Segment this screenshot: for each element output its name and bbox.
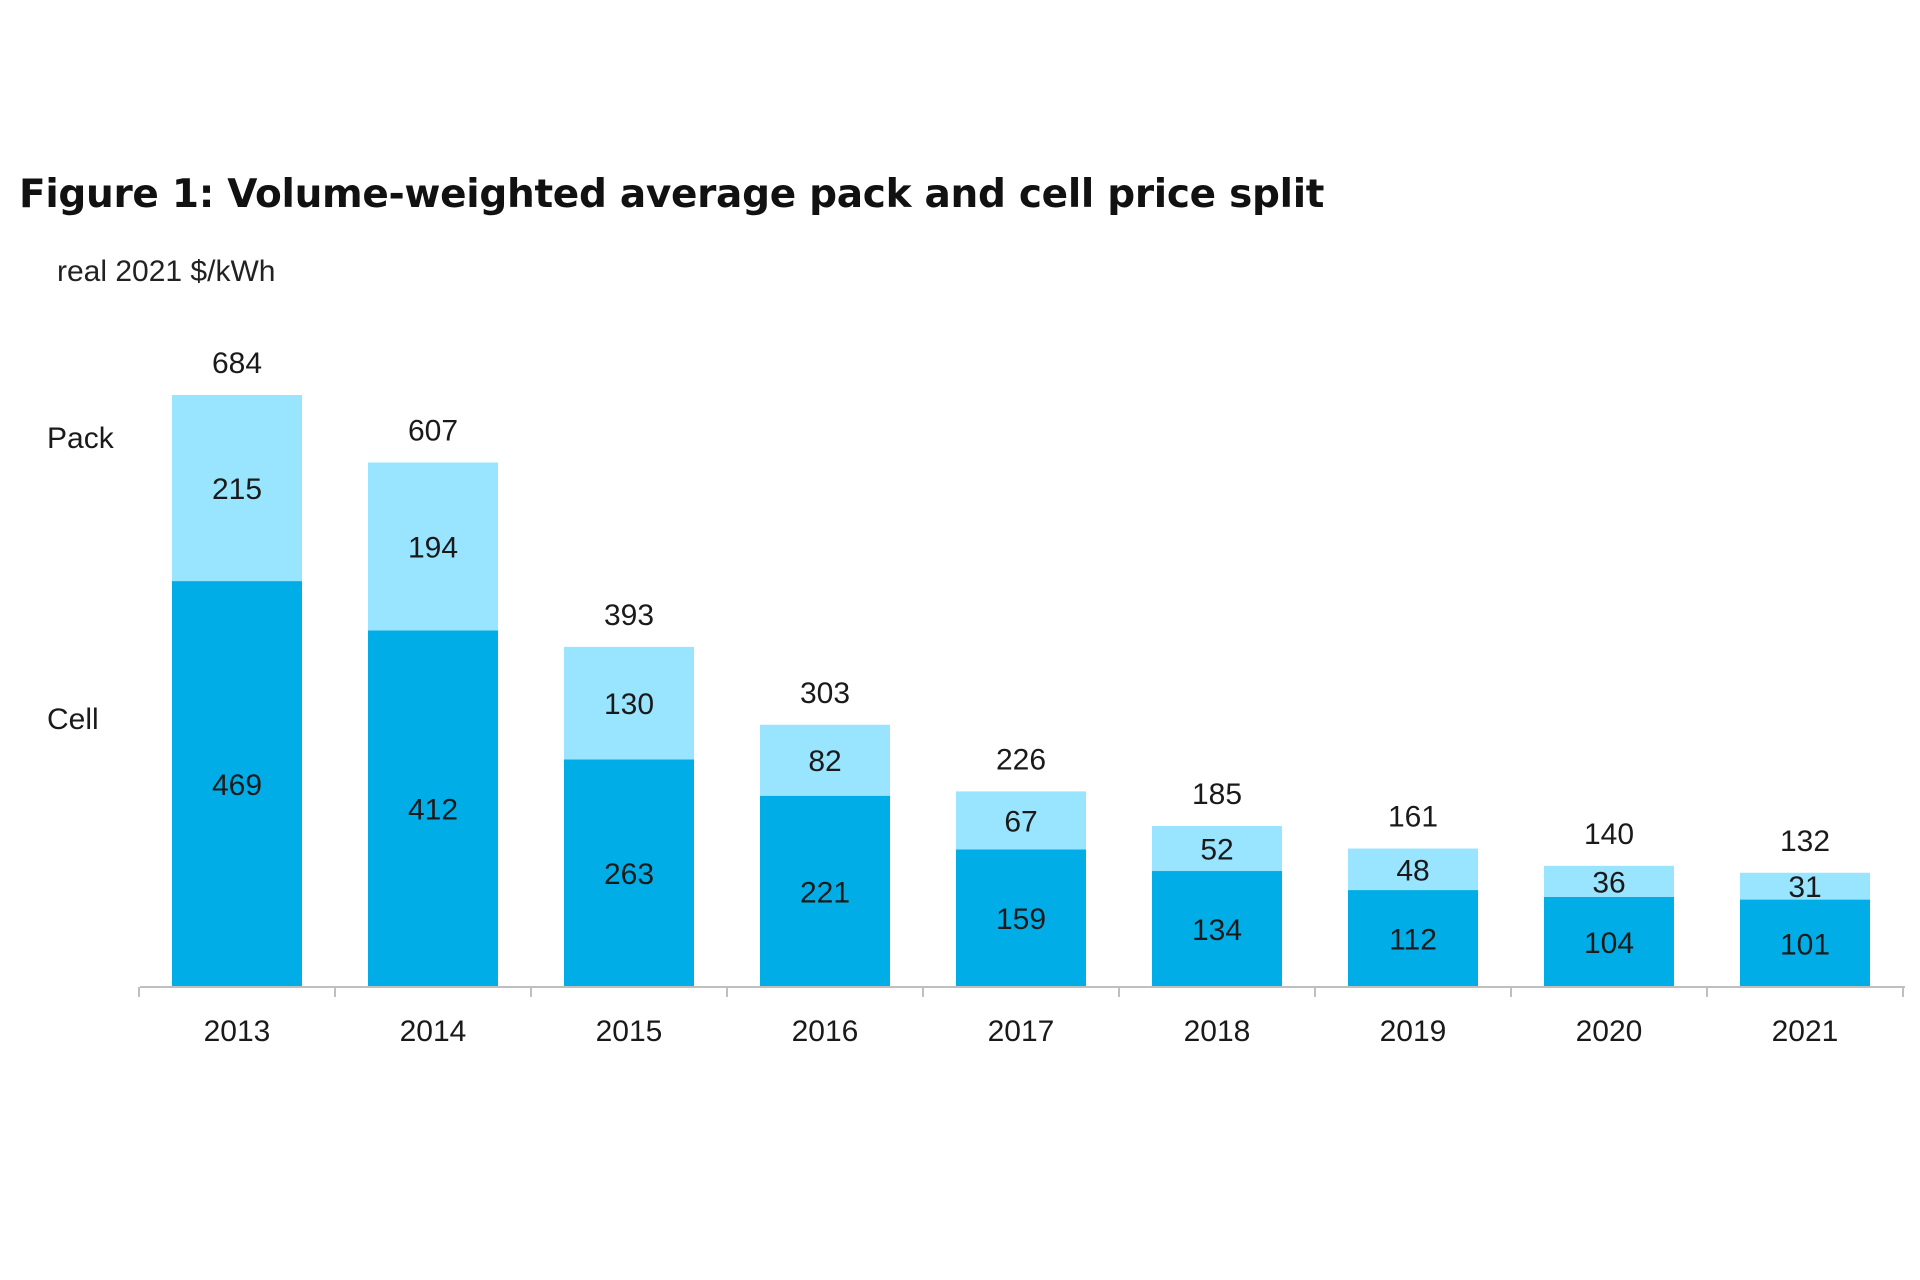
x-tick-label-2014: 2014 <box>400 1015 467 1048</box>
legend-label-cell: Cell <box>47 703 99 736</box>
x-tick-label-2016: 2016 <box>792 1015 859 1048</box>
data-label-cell-2019: 112 <box>1389 924 1437 957</box>
x-tick-label-2021: 2021 <box>1772 1015 1839 1048</box>
bar-cell-2019 <box>1348 890 1478 987</box>
x-tick-label-2019: 2019 <box>1380 1015 1447 1048</box>
bar-pack-2013 <box>172 395 302 582</box>
data-label-total-2018: 185 <box>1192 778 1242 811</box>
bar-cell-2017 <box>956 849 1086 987</box>
data-label-cell-2015: 263 <box>604 858 654 891</box>
data-label-pack-2017: 67 <box>1004 805 1037 838</box>
data-label-cell-2021: 101 <box>1780 928 1830 961</box>
x-tick-label-2020: 2020 <box>1576 1015 1643 1048</box>
legend-label-pack: Pack <box>47 422 115 455</box>
data-label-pack-2018: 52 <box>1200 834 1233 867</box>
data-label-total-2017: 226 <box>996 743 1046 776</box>
data-label-pack-2015: 130 <box>604 688 654 721</box>
bar-cell-2020 <box>1544 896 1674 987</box>
bar-cell-2021 <box>1740 899 1870 987</box>
bar-pack-2020 <box>1544 865 1674 897</box>
bar-cell-2015 <box>564 759 694 987</box>
data-label-total-2014: 607 <box>408 415 458 448</box>
data-label-total-2015: 393 <box>604 599 654 632</box>
bar-pack-2014 <box>368 462 498 631</box>
data-label-pack-2019: 48 <box>1396 854 1429 887</box>
data-label-cell-2018: 134 <box>1192 914 1242 947</box>
data-label-total-2021: 132 <box>1780 825 1830 858</box>
chart-title: Figure 1: Volume-weighted average pack a… <box>19 172 1325 217</box>
data-label-cell-2017: 159 <box>996 903 1046 936</box>
bar-pack-2021 <box>1740 872 1870 900</box>
data-label-cell-2013: 469 <box>212 769 262 802</box>
data-label-cell-2014: 412 <box>408 794 458 827</box>
bar-pack-2018 <box>1152 826 1282 872</box>
x-tick-label-2018: 2018 <box>1184 1015 1251 1048</box>
bar-cell-2018 <box>1152 871 1282 987</box>
data-label-total-2019: 161 <box>1388 801 1438 834</box>
data-label-total-2013: 684 <box>212 347 262 380</box>
bar-pack-2019 <box>1348 848 1478 891</box>
bar-cell-2016 <box>760 795 890 987</box>
data-label-cell-2016: 221 <box>800 876 850 909</box>
data-label-total-2016: 303 <box>800 677 850 710</box>
data-label-pack-2021: 31 <box>1788 871 1821 904</box>
x-tick-label-2013: 2013 <box>204 1015 271 1048</box>
bar-pack-2015 <box>564 646 694 760</box>
bar-cell-2014 <box>368 630 498 987</box>
data-label-pack-2013: 215 <box>212 473 262 506</box>
x-tick-label-2015: 2015 <box>596 1015 663 1048</box>
bar-pack-2017 <box>956 791 1086 850</box>
bar-pack-2016 <box>760 724 890 796</box>
data-label-total-2020: 140 <box>1584 818 1634 851</box>
y-axis-unit-label: real 2021 $/kWh <box>57 255 276 288</box>
data-label-pack-2014: 194 <box>408 531 458 564</box>
bar-cell-2013 <box>172 581 302 987</box>
data-label-cell-2020: 104 <box>1584 927 1634 960</box>
data-label-pack-2016: 82 <box>808 745 841 778</box>
x-tick-label-2017: 2017 <box>988 1015 1055 1048</box>
data-label-pack-2020: 36 <box>1592 866 1625 899</box>
